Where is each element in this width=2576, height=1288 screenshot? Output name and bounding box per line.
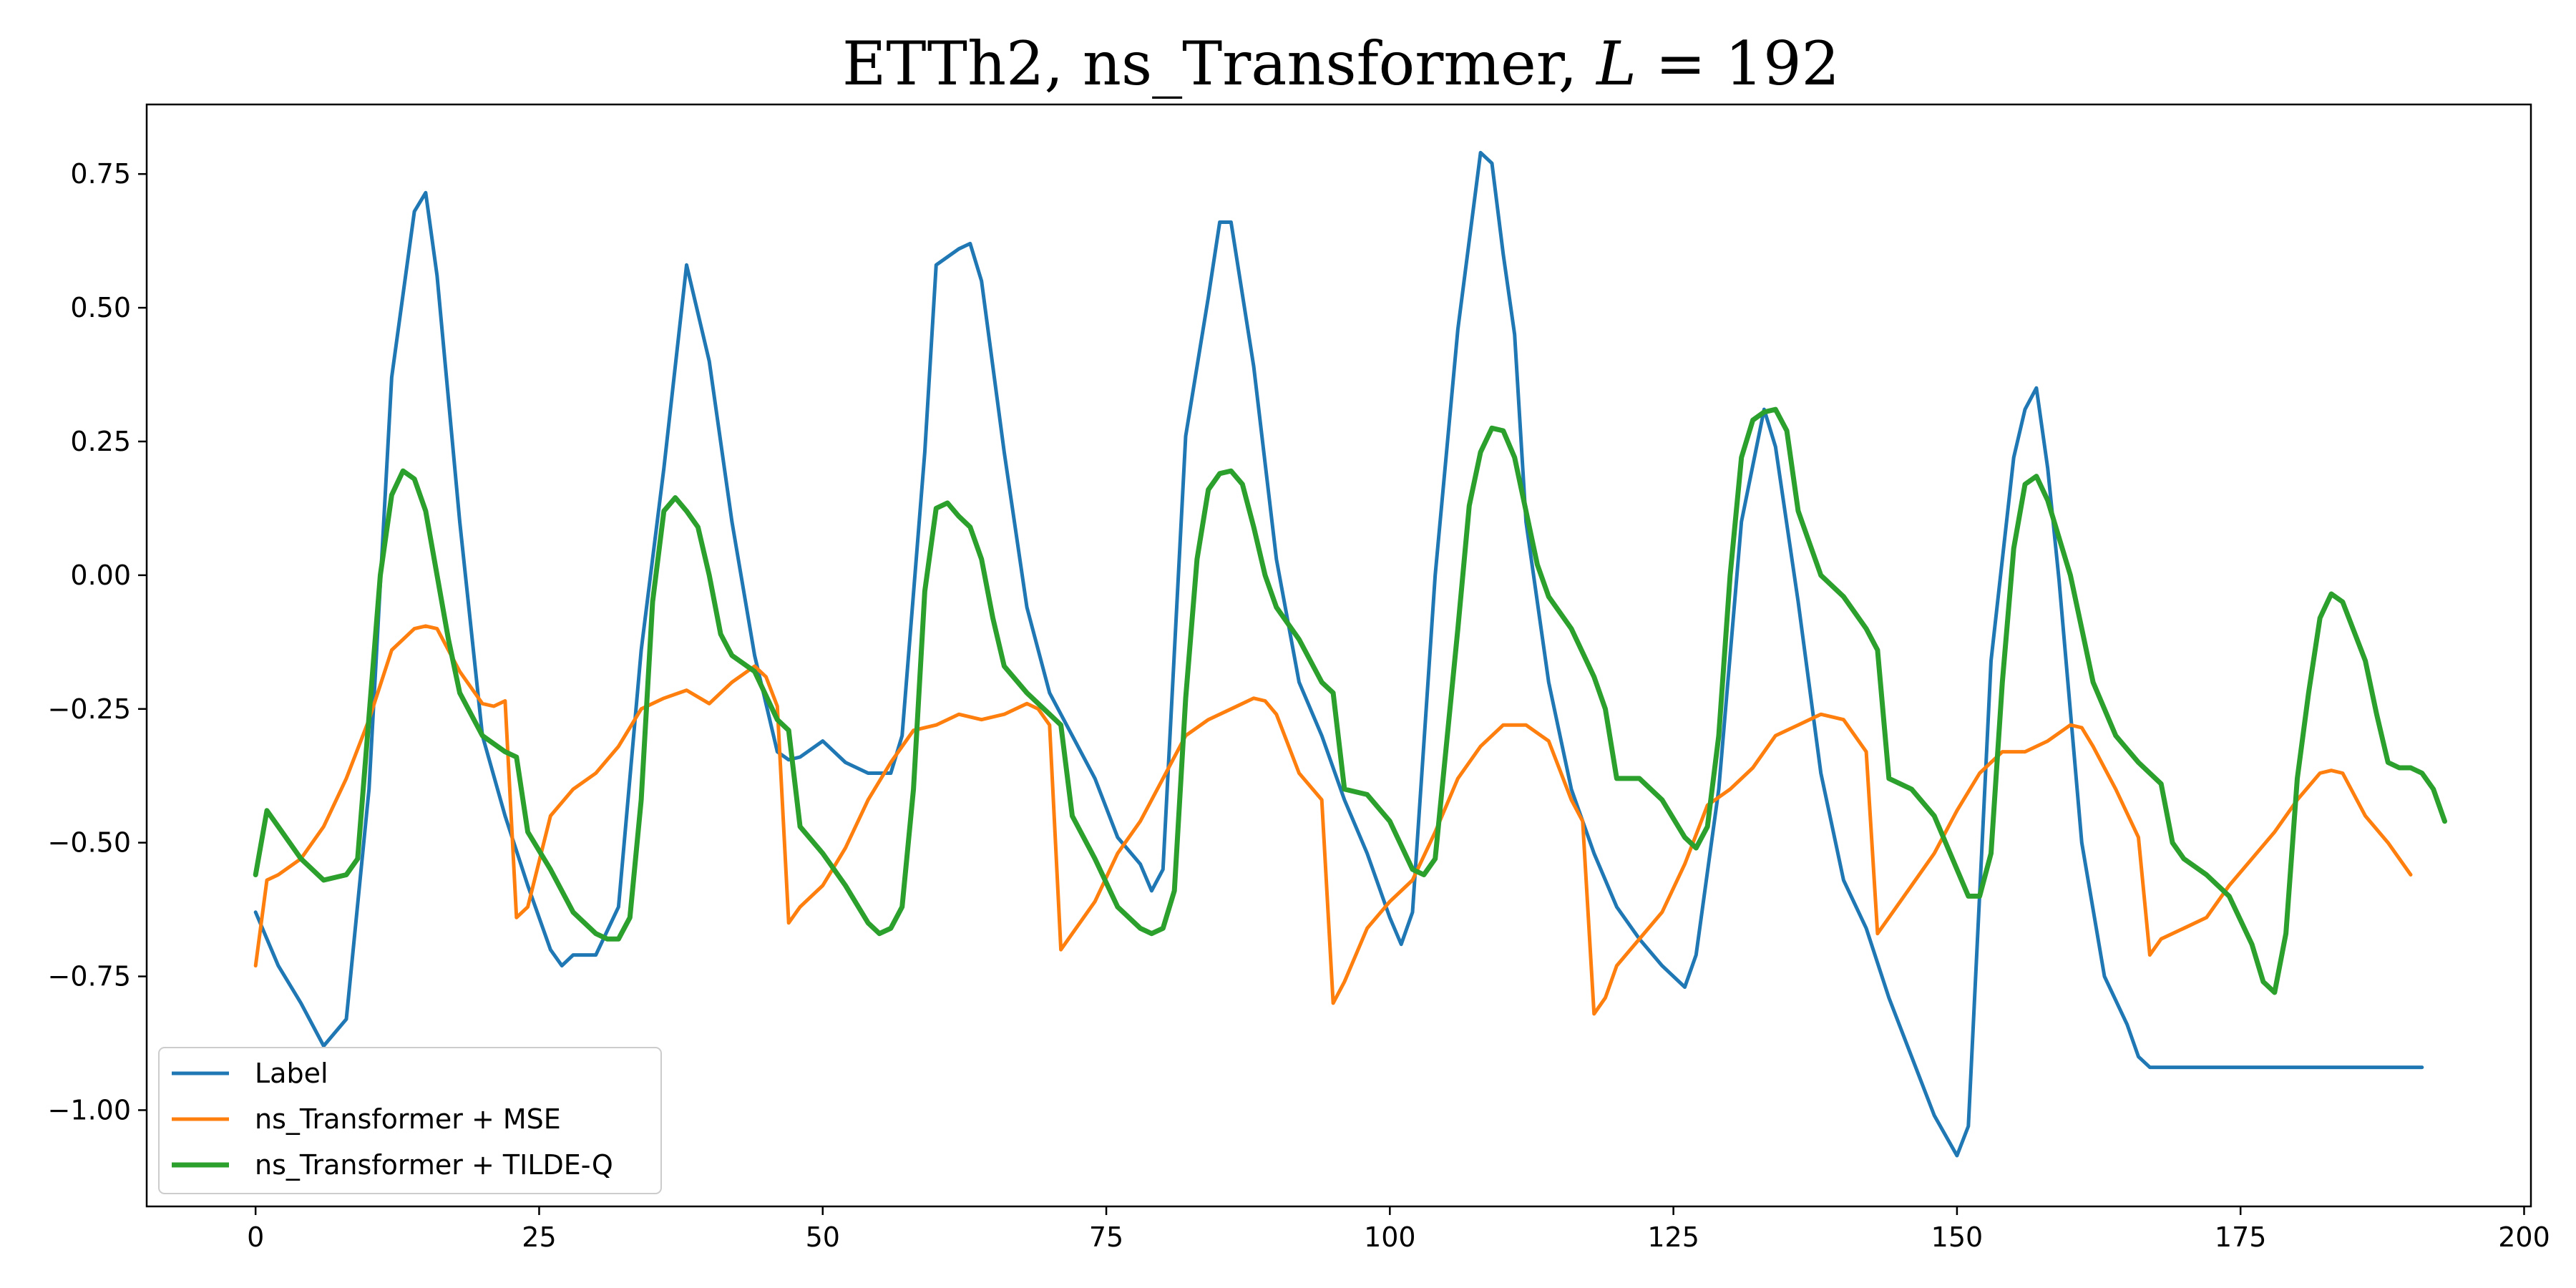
- x-tick-label: 150: [1931, 1221, 1984, 1253]
- series-label-line: [253, 150, 2424, 1158]
- legend-label-mse: ns_Transformer + MSE: [255, 1103, 561, 1135]
- y-tick-label: 0.00: [70, 560, 131, 591]
- x-tick-label: 25: [522, 1221, 556, 1253]
- x-tick-label: 175: [2215, 1221, 2267, 1253]
- legend-box: [158, 1047, 662, 1194]
- legend-label-tildeq: ns_Transformer + TILDE-Q: [255, 1149, 613, 1181]
- x-tick-label: 200: [2498, 1221, 2550, 1253]
- x-tick-label: 75: [1089, 1221, 1123, 1253]
- x-tick-label: 125: [1647, 1221, 1699, 1253]
- y-tick-label: 0.75: [70, 158, 131, 190]
- chart-title: ETTh2, ns_Transformer, L = 192: [842, 29, 1840, 99]
- series-mse-line: [253, 624, 2413, 1016]
- y-axis: −1.00 −0.75 −0.50 −0.25 0.00 0.25 0.50 0.75: [48, 158, 147, 1126]
- y-tick-label: −0.50: [48, 827, 131, 859]
- y-tick-label: 0.50: [70, 292, 131, 323]
- series-tildeq-line: [253, 406, 2447, 995]
- legend: Label ns_Transformer + MSE ns_Transforme…: [158, 1047, 662, 1194]
- y-tick-label: −1.00: [48, 1094, 131, 1126]
- y-tick-label: −0.75: [48, 961, 131, 992]
- legend-label-label: Label: [255, 1058, 328, 1089]
- y-tick-label: 0.25: [70, 426, 131, 457]
- x-tick-label: 0: [247, 1221, 264, 1253]
- y-tick-label: −0.25: [48, 693, 131, 725]
- x-tick-label: 100: [1364, 1221, 1416, 1253]
- x-tick-label: 50: [806, 1221, 840, 1253]
- x-axis: 0 25 50 75 100 125 150 175 200: [247, 1206, 2550, 1253]
- series-layer: [253, 150, 2447, 1158]
- plot-frame: [145, 103, 2532, 1208]
